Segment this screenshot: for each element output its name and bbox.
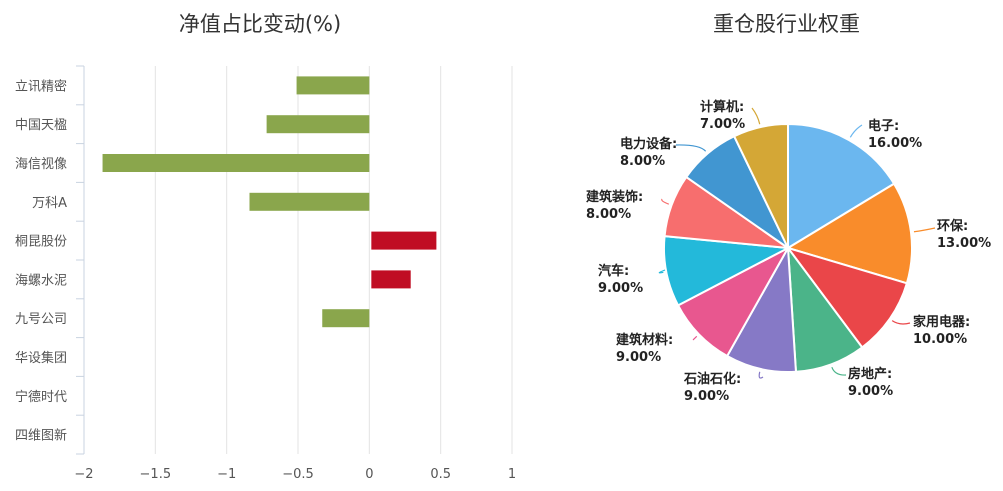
pie-label-name: 建筑材料: [616, 332, 673, 348]
y-category-label: 桐昆股份 [15, 235, 67, 250]
pie-label-name: 电力设备: [620, 136, 677, 152]
pie-chart-title: 重仓股行业权重 [713, 12, 860, 36]
label-leader-line [913, 227, 936, 233]
y-category-label: 万科A [32, 196, 67, 211]
pie-label-name: 房地产: [848, 366, 892, 382]
pie-slice[interactable] [732, 122, 789, 249]
x-tick-label: 0.5 [430, 467, 451, 482]
y-category-label: 海螺水泥 [15, 273, 67, 288]
pie-label-name: 计算机: [700, 99, 744, 115]
pie-slice[interactable] [787, 122, 896, 250]
pie-label-name: 建筑装饰: [586, 189, 643, 205]
pie-label-name: 石油石化: [683, 371, 741, 387]
pie-label-value: 8.00% [586, 207, 631, 222]
pie-label-value: 10.00% [913, 332, 967, 347]
bar-positive[interactable] [371, 231, 437, 250]
pie-label-name: 电子: [868, 118, 899, 134]
y-category-label: 四维图新 [15, 428, 67, 444]
bar-negative[interactable] [266, 115, 370, 134]
x-tick-label: 0 [365, 467, 373, 482]
bar-negative[interactable] [322, 309, 370, 328]
label-leader-line [831, 366, 847, 376]
pie-slice[interactable] [785, 182, 913, 285]
pie-label-value: 7.00% [700, 117, 745, 132]
x-tick-label: −1.5 [140, 467, 172, 482]
label-leader-line [658, 269, 666, 274]
x-tick-label: −2 [74, 467, 93, 482]
y-category-label: 九号公司 [15, 312, 67, 327]
y-category-label: 立讯精密 [15, 78, 67, 94]
bar-negative[interactable] [296, 76, 370, 95]
y-category-label: 中国天楹 [15, 117, 67, 133]
bar-positive[interactable] [371, 270, 411, 289]
label-leader-line [849, 124, 863, 138]
pie-label-value: 13.00% [937, 236, 991, 251]
bar-negative[interactable] [102, 154, 370, 172]
y-category-label: 海信视像 [15, 157, 67, 172]
pie-slice[interactable] [785, 246, 909, 349]
pie-label-value: 9.00% [616, 350, 661, 365]
x-tick-label: −1 [217, 467, 236, 482]
label-leader-line [758, 371, 764, 379]
pie-label-value: 8.00% [620, 154, 665, 169]
label-leader-line [692, 335, 698, 341]
label-leader-line [661, 198, 670, 205]
pie-label-name: 家用电器: [913, 314, 970, 330]
pie-label-name: 汽车: [598, 263, 629, 279]
bar-chart-title: 净值占比变动(%) [178, 12, 342, 36]
y-category-label: 宁德时代 [15, 389, 67, 405]
label-leader-line [675, 144, 707, 152]
pie-label-value: 9.00% [848, 384, 893, 399]
pie-label-value: 16.00% [868, 136, 922, 151]
pie-label-value: 9.00% [598, 281, 643, 296]
label-leader-line [751, 107, 761, 125]
x-tick-label: −0.5 [282, 467, 314, 482]
y-category-label: 华设集团 [15, 350, 67, 366]
bar-negative[interactable] [249, 192, 370, 211]
x-tick-label: 1 [508, 467, 516, 482]
pie-label-value: 9.00% [684, 389, 729, 404]
pie-label-name: 环保: [937, 218, 968, 234]
label-leader-line [891, 320, 911, 325]
